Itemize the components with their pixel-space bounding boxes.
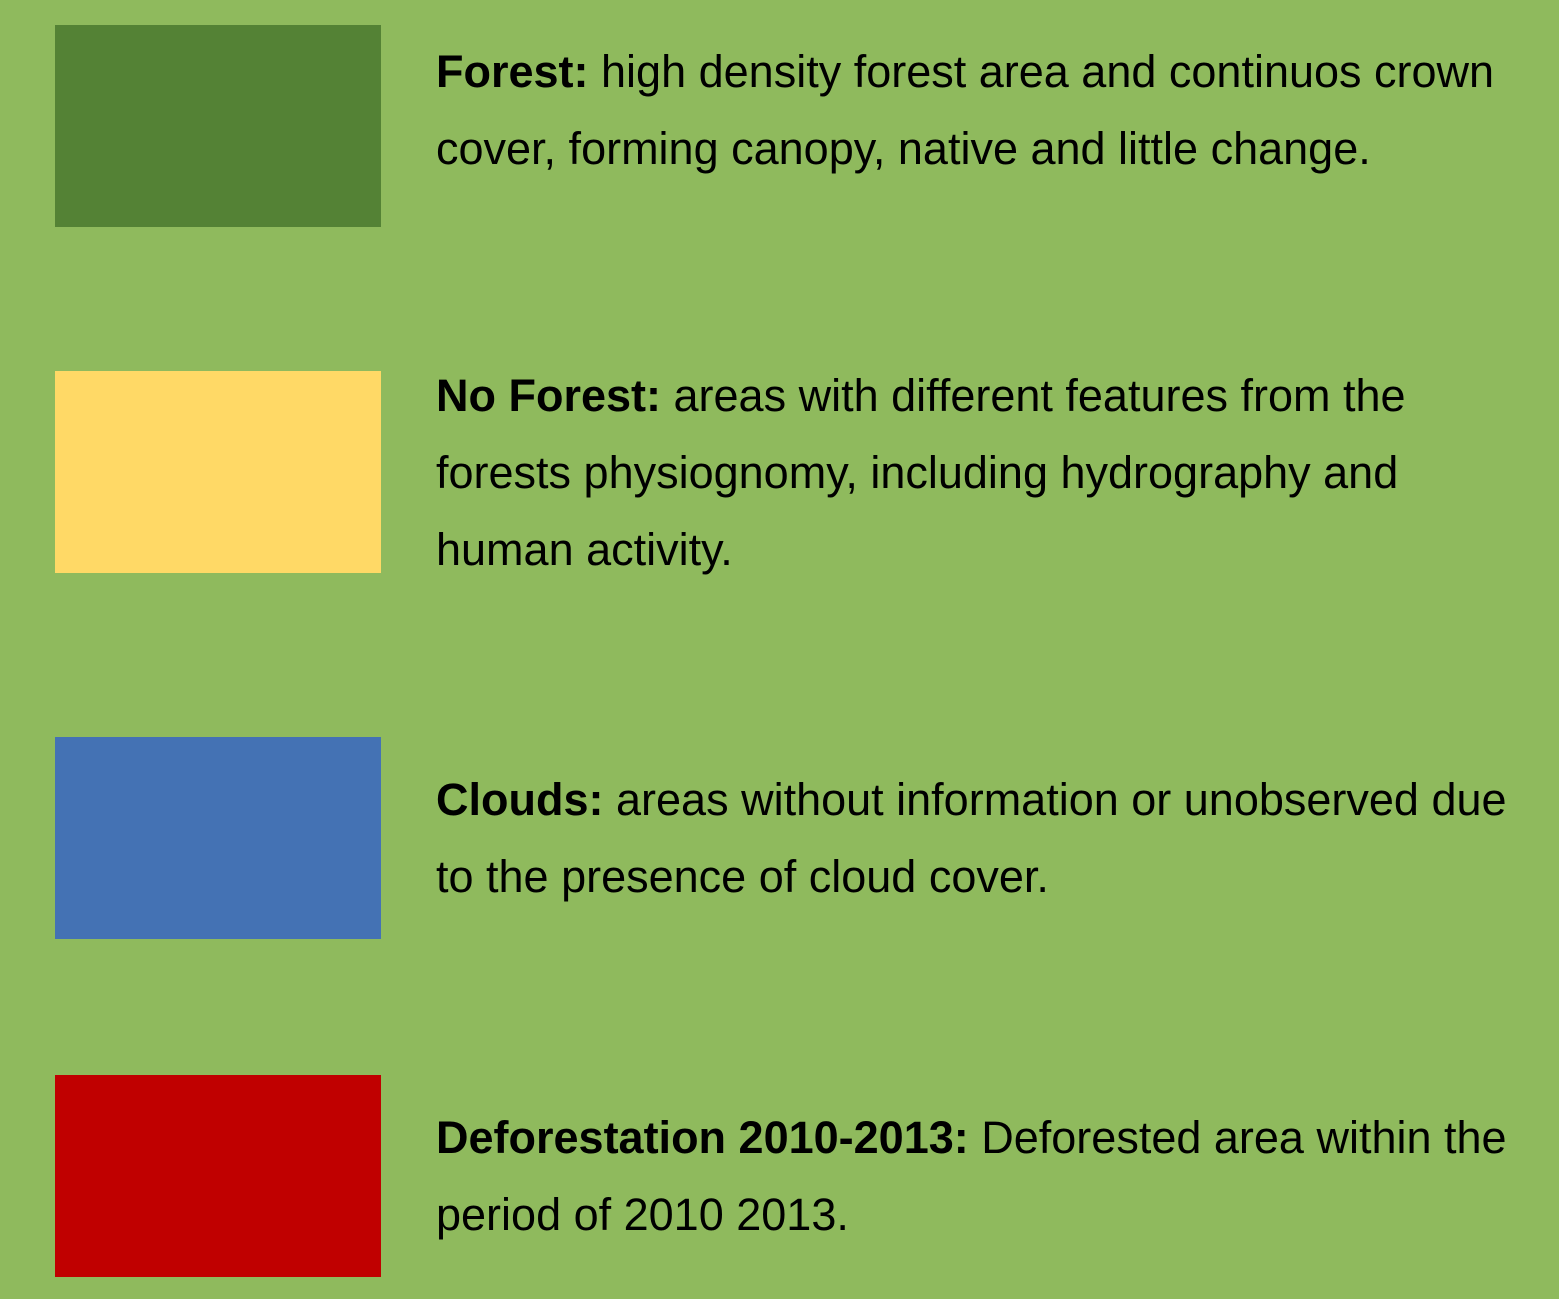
legend-text: Clouds: areas without information or uno…	[436, 761, 1526, 915]
color-swatch	[55, 1075, 381, 1277]
legend-text: Forest: high density forest area and con…	[436, 33, 1526, 187]
legend-item: Deforestation 2010-2013: Deforested area…	[55, 1075, 1535, 1277]
color-swatch	[55, 737, 381, 939]
color-swatch	[55, 371, 381, 573]
legend-item: Clouds: areas without information or uno…	[55, 737, 1535, 939]
legend-label: Clouds:	[436, 774, 604, 825]
legend-item: Forest: high density forest area and con…	[55, 25, 1535, 227]
legend-label: No Forest:	[436, 369, 661, 421]
legend-item: No Forest: areas with different features…	[55, 370, 1535, 575]
color-swatch	[55, 25, 381, 227]
legend-label: Deforestation 2010-2013:	[436, 1112, 969, 1163]
legend-text: No Forest: areas with different features…	[436, 357, 1526, 588]
legend-description: high density forest area and continuos c…	[436, 46, 1495, 174]
legend-description: areas without information or unobserved …	[436, 774, 1507, 902]
legend-description: Deforested area within the period of 201…	[436, 1112, 1507, 1240]
legend-text: Deforestation 2010-2013: Deforested area…	[436, 1099, 1526, 1253]
legend-description: areas with different features from the f…	[436, 369, 1406, 575]
legend-label: Forest:	[436, 46, 589, 97]
